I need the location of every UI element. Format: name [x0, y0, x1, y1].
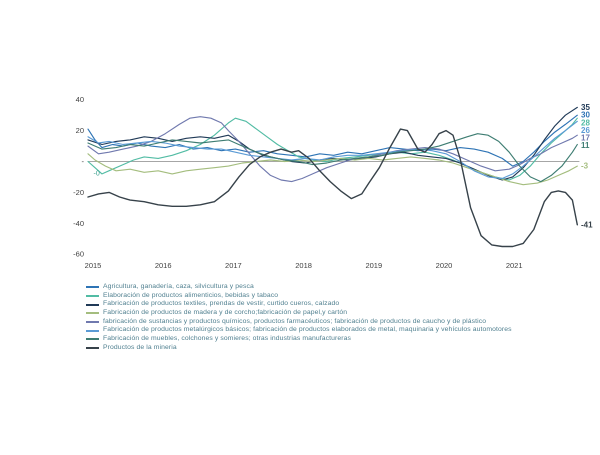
y-tick-label: -: [82, 157, 85, 166]
legend-item-7: Productos de la mineria: [86, 344, 512, 353]
legend-label: fabricación de sustancias y productos qu…: [103, 317, 487, 325]
x-tick-label: 2021: [506, 261, 523, 270]
legend-swatch: [86, 303, 99, 306]
legend-label: Fabricación de muebles, colchones y somi…: [103, 335, 351, 343]
legend-label: Fabricación de productos metalúrgicos bá…: [103, 326, 512, 334]
end-value-label: 11: [581, 141, 590, 150]
series-line-6: [87, 133, 578, 183]
end-value-label: 26: [581, 126, 590, 135]
end-value-label: 28: [581, 118, 590, 127]
y-tick-label: -60: [73, 250, 84, 259]
x-tick-label: 2019: [365, 261, 382, 270]
end-value-label: 35: [581, 103, 590, 112]
legend-item-5: Fabricación de productos metalúrgicos bá…: [86, 326, 512, 335]
end-value-label: 30: [581, 111, 590, 120]
end-value-label: -3: [581, 162, 589, 171]
y-tick-label: -40: [73, 219, 84, 228]
legend-swatch: [86, 338, 99, 341]
series-line-1: [87, 117, 578, 181]
start-value-annotation: -0: [94, 170, 100, 177]
series-line-5: [87, 120, 578, 180]
x-tick-label: 2020: [436, 261, 453, 270]
legend-label: Fabricación de productos de madera y de …: [103, 309, 348, 317]
legend-swatch: [86, 329, 99, 332]
legend-swatch: [86, 295, 99, 298]
series-line-7: [87, 128, 578, 248]
legend-swatch: [86, 312, 99, 315]
x-tick-label: 2015: [85, 261, 102, 270]
legend-label: Agricultura, ganadería, caza, silvicultu…: [103, 283, 254, 290]
y-tick-label: 20: [76, 126, 84, 135]
legend-label: Productos de la mineria: [103, 343, 177, 351]
x-tick-label: 2017: [225, 261, 242, 270]
x-tick-label: 2018: [295, 261, 312, 270]
y-tick-label: 40: [76, 95, 84, 104]
y-tick-label: -20: [73, 188, 84, 197]
legend-label: Elaboración de productos alimenticios, b…: [103, 291, 279, 299]
legend-item-0: Agricultura, ganadería, caza, silvicultu…: [86, 283, 512, 292]
legend-swatch: [86, 286, 99, 289]
plot-area: 40 20 - -20 -40 -60 2015 2016 2017 2018 2019 2020 20…: [73, 95, 593, 270]
series-line-0: [87, 114, 578, 167]
legend-label: Fabricación de productos textiles, prend…: [103, 300, 340, 308]
legend-item-3: Fabricación de productos de madera y de …: [86, 309, 512, 318]
series-line-2: [87, 106, 578, 181]
legend-swatch: [86, 321, 99, 324]
end-value-label: 17: [581, 133, 590, 142]
legend-item-2: Fabricación de productos textiles, prend…: [86, 300, 512, 309]
series-line-3: [87, 153, 578, 186]
legend-swatch: [86, 347, 99, 350]
legend: Agricultura, ganadería, caza, silvicultu…: [86, 283, 512, 353]
end-value-label: -41: [581, 220, 593, 229]
x-tick-label: 2016: [155, 261, 172, 270]
legend-item-6: Fabricación de muebles, colchones y somi…: [86, 335, 512, 344]
legend-item-4: fabricación de sustancias y productos qu…: [86, 318, 512, 327]
legend-item-1: Elaboración de productos alimenticios, b…: [86, 292, 512, 301]
